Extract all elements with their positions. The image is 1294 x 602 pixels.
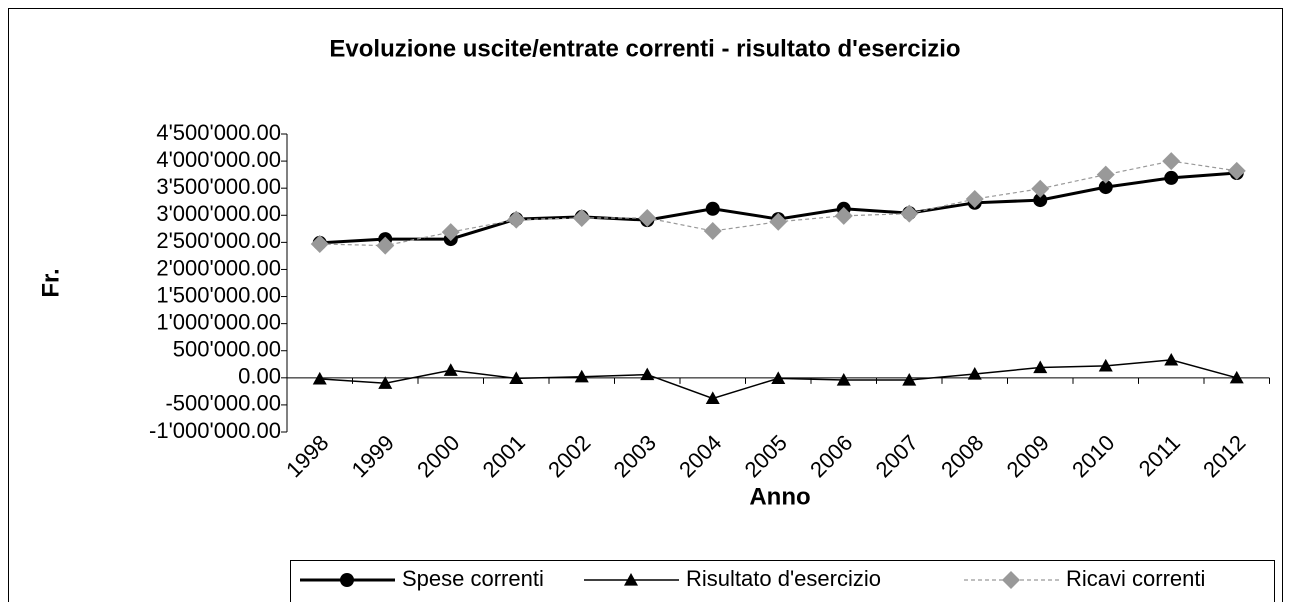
- marker: [836, 372, 851, 386]
- marker: [900, 204, 919, 223]
- marker: [902, 372, 917, 386]
- marker: [703, 221, 722, 240]
- marker: [1227, 161, 1246, 180]
- chart-title: Evoluzione uscite/entrate correnti - ris…: [329, 35, 960, 62]
- y-tick-label: 1'500'000.00: [156, 282, 281, 307]
- marker: [771, 371, 786, 384]
- marker: [1229, 370, 1244, 384]
- marker: [1098, 180, 1113, 195]
- marker: [572, 208, 591, 227]
- marker: [574, 369, 589, 383]
- marker: [378, 376, 393, 389]
- marker: [376, 236, 395, 255]
- marker: [638, 208, 657, 227]
- y-tick-label: 4'500'000.00: [156, 120, 281, 145]
- y-tick-label: 3'500'000.00: [156, 174, 281, 199]
- legend-label: Spese correnti: [402, 566, 544, 591]
- marker: [624, 573, 638, 586]
- marker: [965, 190, 984, 209]
- y-tick-label: 4'000'000.00: [156, 147, 281, 172]
- legend-box: [290, 560, 1275, 602]
- chart-frame: [8, 8, 1283, 602]
- legend-label: Risultato d'esercizio: [686, 566, 881, 591]
- marker: [1031, 179, 1050, 198]
- x-axis-title: Anno: [749, 483, 810, 510]
- legend-label: Ricavi correnti: [1066, 566, 1205, 591]
- marker: [507, 210, 526, 229]
- y-tick-label: 0.00: [238, 364, 281, 389]
- y-tick-label: 2'000'000.00: [156, 255, 281, 280]
- marker: [1033, 360, 1048, 374]
- marker: [1098, 358, 1113, 372]
- marker: [705, 391, 720, 405]
- marker: [1164, 352, 1179, 366]
- y-axis-title: Fr.: [37, 268, 64, 297]
- marker: [1002, 571, 1020, 589]
- y-tick-label: 1'000'000.00: [156, 309, 281, 334]
- marker: [312, 371, 327, 385]
- y-tick-label: 2'500'000.00: [156, 228, 281, 253]
- marker: [310, 234, 329, 253]
- marker: [1162, 152, 1181, 171]
- marker: [1096, 165, 1115, 184]
- marker: [705, 201, 720, 216]
- y-tick-label: -1'000'000.00: [149, 418, 281, 443]
- marker: [640, 367, 655, 381]
- marker: [340, 573, 354, 587]
- marker: [509, 371, 524, 384]
- marker: [441, 223, 460, 242]
- y-tick-label: 3'000'000.00: [156, 201, 281, 226]
- y-tick-label: -500'000.00: [165, 391, 281, 416]
- y-tick-label: 500'000.00: [173, 337, 281, 362]
- marker: [1033, 193, 1048, 208]
- marker: [1164, 170, 1179, 185]
- marker: [769, 212, 788, 231]
- marker: [967, 367, 982, 380]
- marker: [834, 206, 853, 225]
- marker: [443, 363, 458, 376]
